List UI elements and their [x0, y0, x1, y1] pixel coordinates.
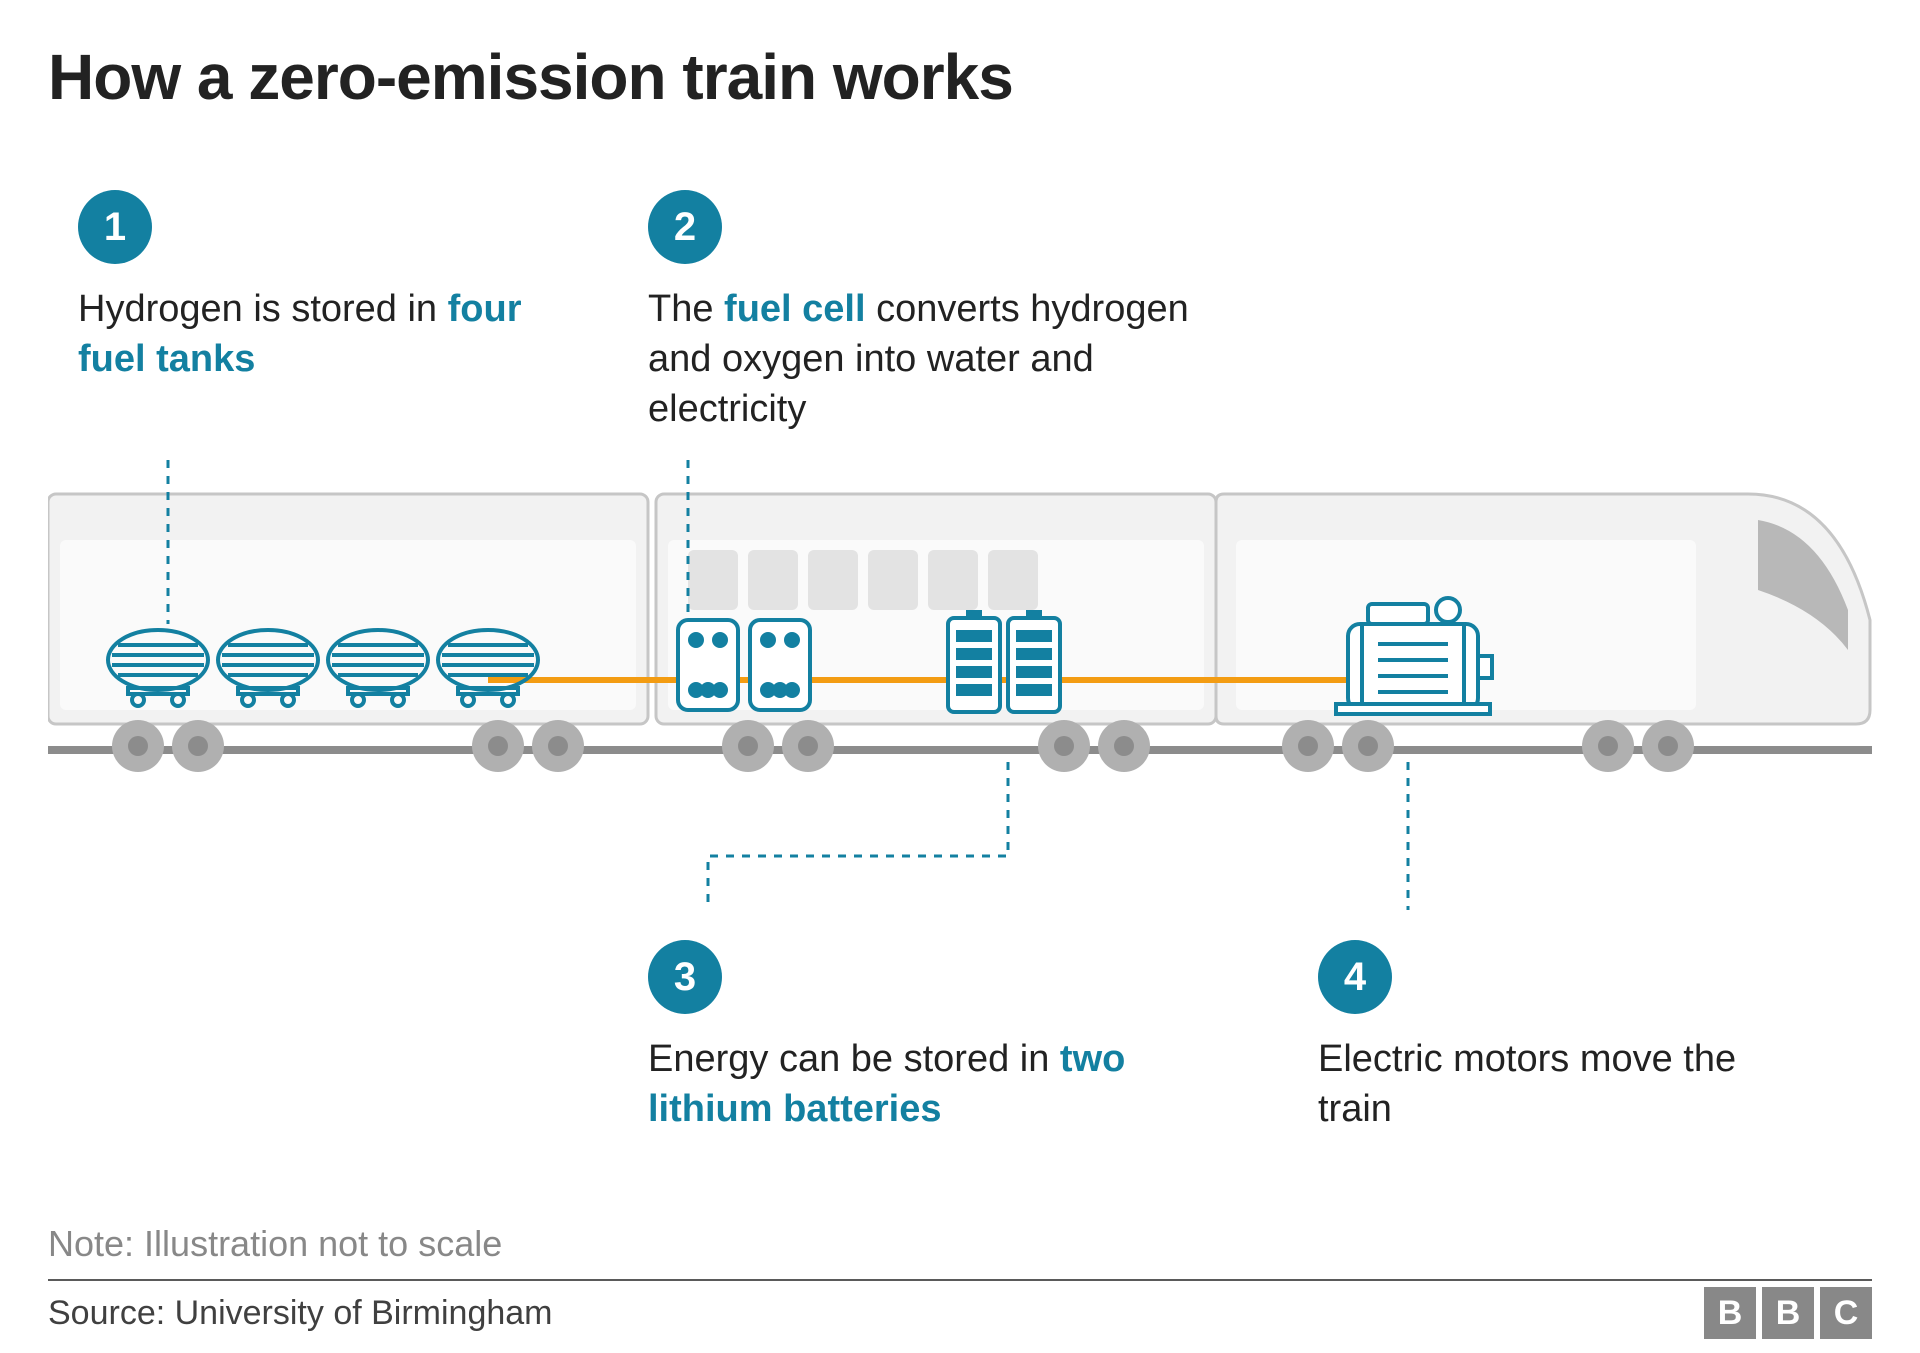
page-title: How a zero-emission train works: [48, 40, 1872, 114]
train-illustration: [48, 150, 1872, 910]
bbc-logo-b1: B: [1704, 1287, 1756, 1339]
callout-4: 4 Electric motors move the train: [1318, 940, 1738, 1134]
source-text: Source: University of Birmingham: [48, 1294, 553, 1333]
car-3: [1216, 494, 1870, 772]
callout-4-text: Electric motors move the train: [1318, 1034, 1738, 1134]
badge-4: 4: [1318, 940, 1392, 1014]
footer-divider: [48, 1279, 1872, 1281]
callout-3: 3 Energy can be stored in two lithium ba…: [648, 940, 1208, 1134]
bbc-logo: B B C: [1704, 1287, 1872, 1339]
badge-3: 3: [648, 940, 722, 1014]
train-diagram: 1 Hydrogen is stored in four fuel tanks …: [48, 150, 1872, 1170]
note-text: Note: Illustration not to scale: [48, 1223, 502, 1265]
bbc-logo-b2: B: [1762, 1287, 1814, 1339]
bbc-logo-c: C: [1820, 1287, 1872, 1339]
callout-3-text: Energy can be stored in two lithium batt…: [648, 1034, 1208, 1134]
